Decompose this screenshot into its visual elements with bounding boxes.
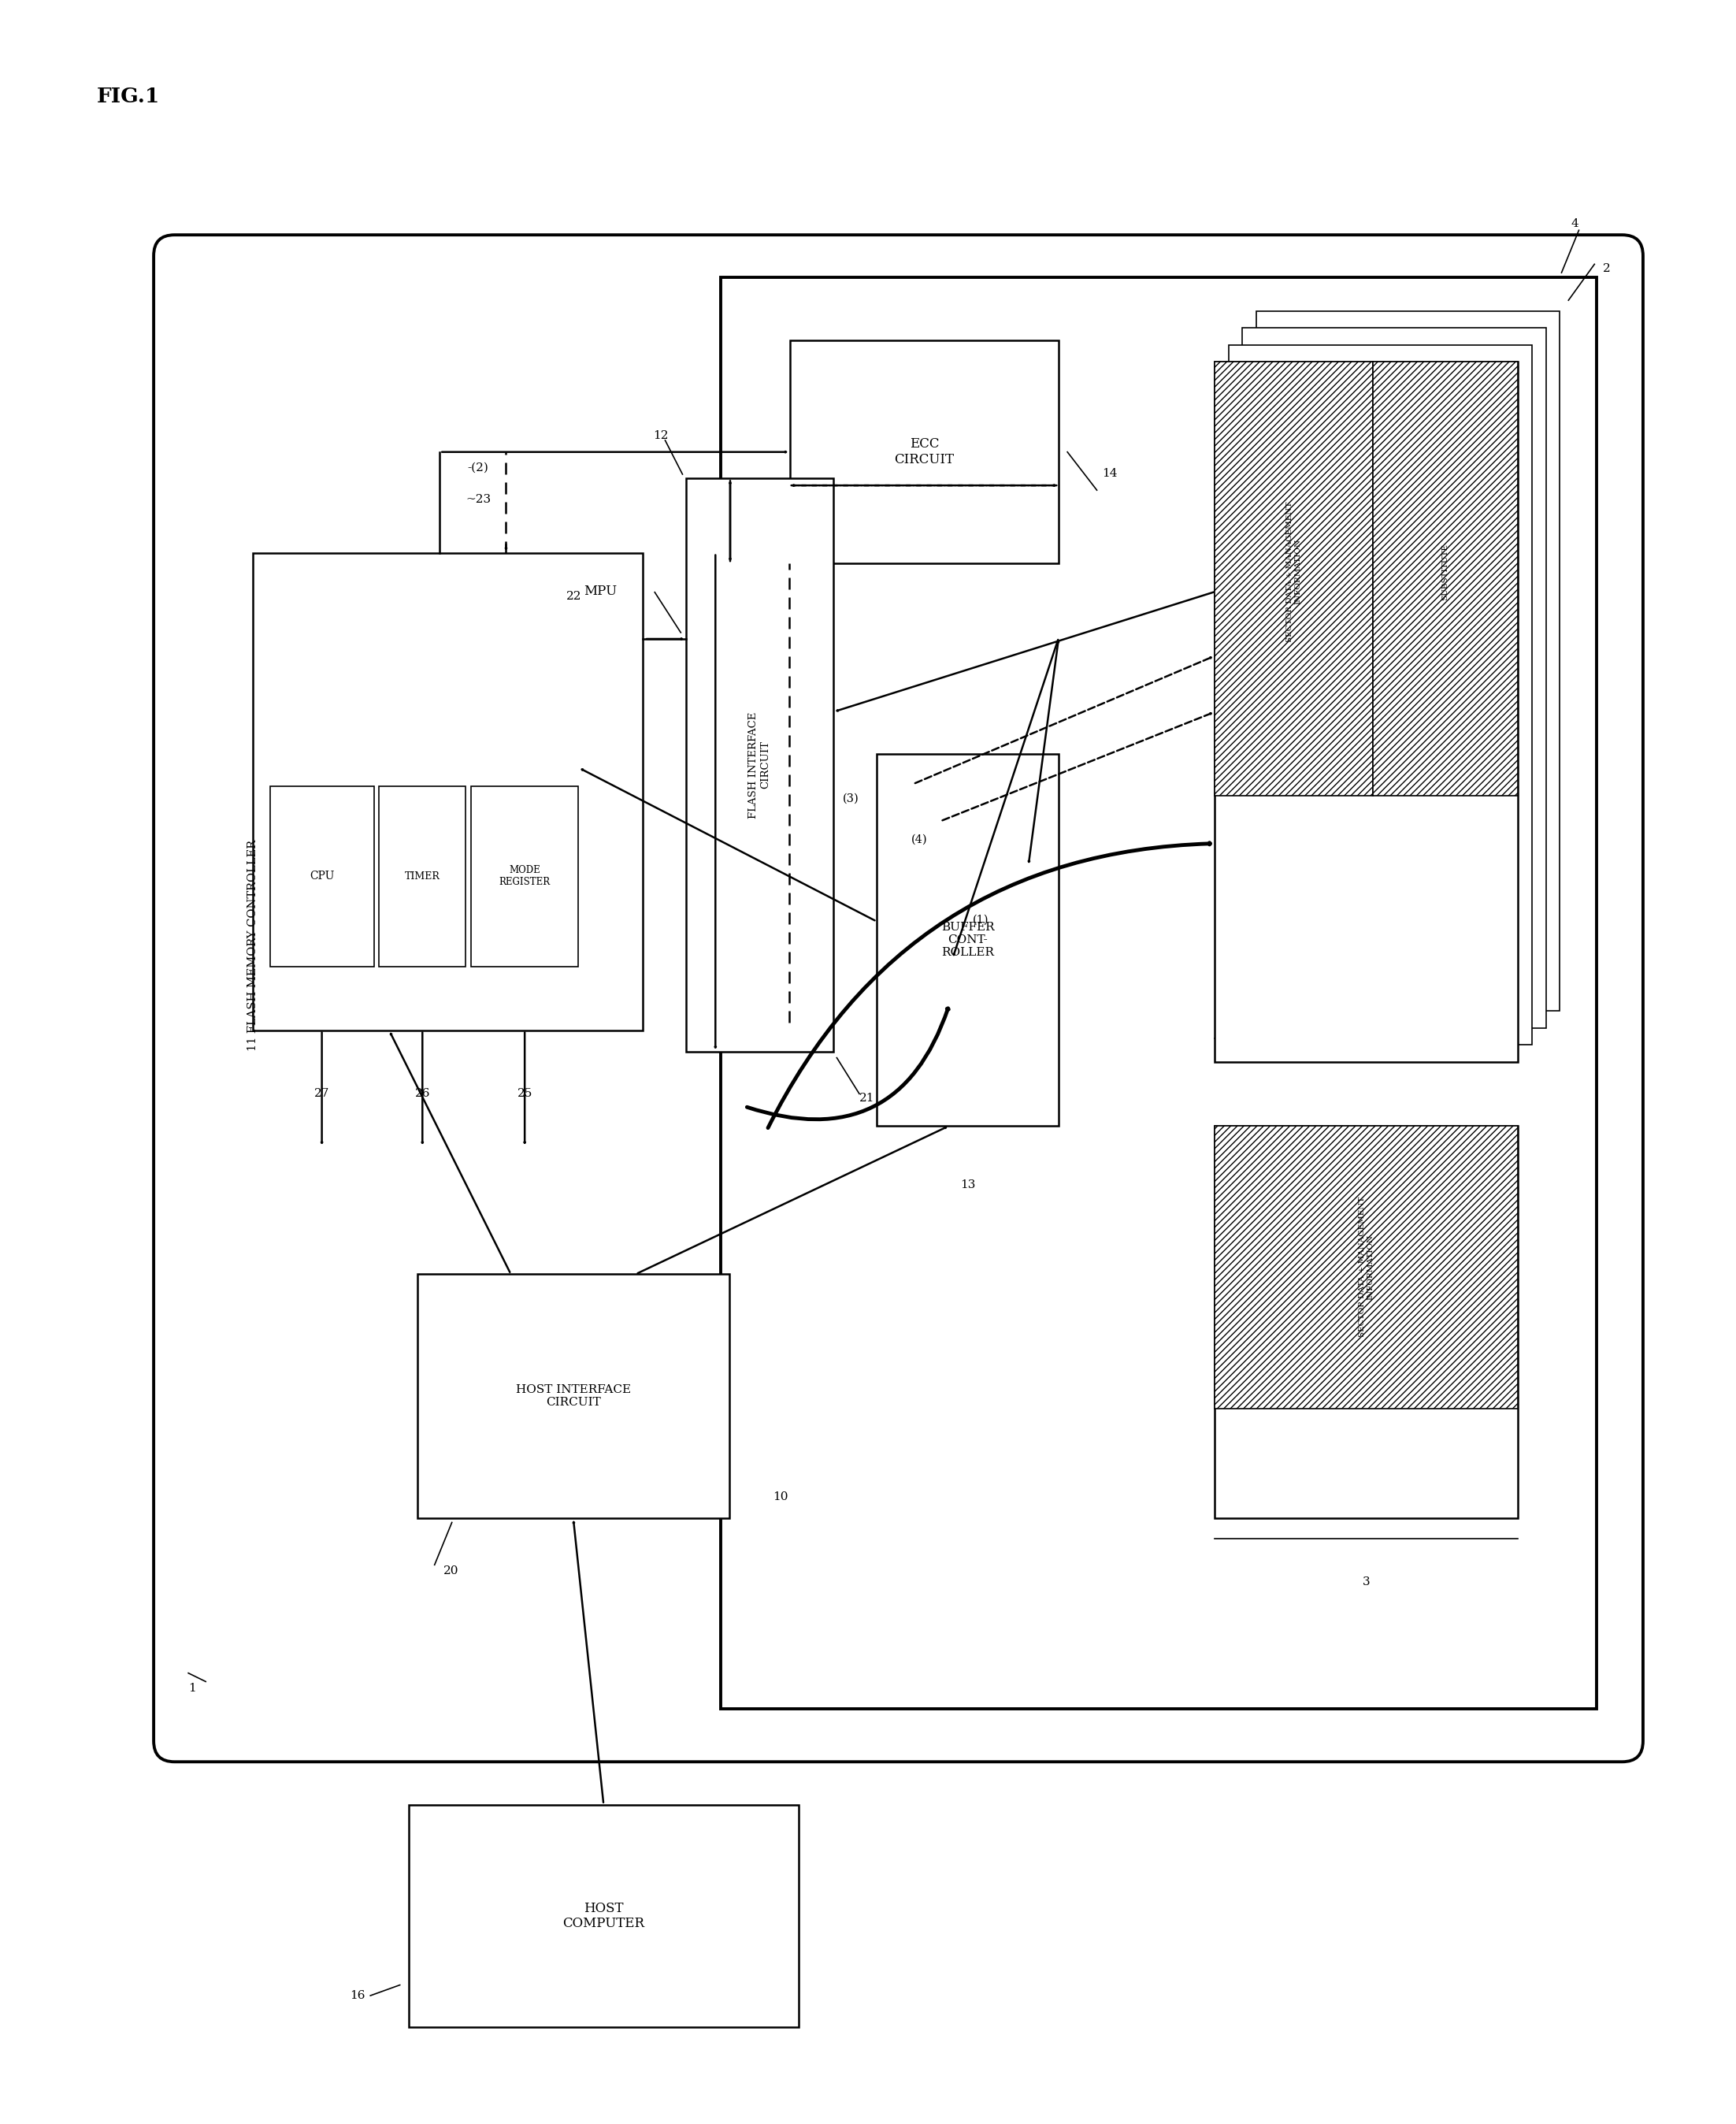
Text: 13: 13 [960, 1179, 976, 1192]
Text: FIG.1: FIG.1 [97, 87, 160, 106]
Bar [1229, 344, 1533, 1045]
Text: 11 FLASH MEMORY CONTROLLER: 11 FLASH MEMORY CONTROLLER [247, 839, 259, 1051]
Bar [470, 786, 578, 966]
Text: 1: 1 [187, 1682, 196, 1693]
Text: 16: 16 [351, 1990, 365, 2001]
Text: FLASH INTERFACE
CIRCUIT: FLASH INTERFACE CIRCUIT [748, 712, 771, 818]
Bar [1257, 310, 1559, 1011]
Bar [252, 552, 642, 1030]
Text: 21: 21 [859, 1092, 875, 1104]
Text: HOST
COMPUTER: HOST COMPUTER [562, 1901, 644, 1931]
Text: -(2): -(2) [467, 463, 490, 474]
Bar [408, 1805, 799, 2028]
Text: 3: 3 [1363, 1576, 1370, 1587]
Bar [1215, 1126, 1519, 1408]
Text: MODE
REGISTER: MODE REGISTER [498, 864, 550, 888]
Bar [720, 276, 1595, 1710]
Bar [1215, 361, 1519, 1062]
Bar [378, 786, 465, 966]
Bar [1215, 1126, 1519, 1519]
Text: (3): (3) [844, 794, 859, 805]
Text: (1): (1) [972, 913, 990, 926]
Text: 4: 4 [1571, 219, 1578, 229]
FancyBboxPatch shape [155, 236, 1642, 1761]
Text: HOST INTERFACE
CIRCUIT: HOST INTERFACE CIRCUIT [516, 1385, 630, 1408]
Text: ECC
CIRCUIT: ECC CIRCUIT [894, 438, 955, 467]
Text: TIMER: TIMER [404, 871, 441, 881]
Bar [1373, 361, 1519, 796]
Text: SUBSTITUTE: SUBSTITUTE [1443, 544, 1450, 601]
Text: 10: 10 [773, 1491, 788, 1502]
Text: MPU: MPU [583, 584, 616, 599]
Bar [417, 1274, 729, 1519]
Text: SECTOR DATA + MANAGEMENT
INFORMATION: SECTOR DATA + MANAGEMENT INFORMATION [1286, 501, 1302, 641]
Text: (4): (4) [911, 835, 927, 845]
Text: SECTOR DATA + MANAGEMENT
INFORMATION: SECTOR DATA + MANAGEMENT INFORMATION [1359, 1196, 1375, 1338]
Text: ~23: ~23 [465, 495, 491, 506]
Bar [269, 786, 373, 966]
Text: CPU: CPU [309, 871, 335, 881]
Bar [1243, 327, 1547, 1028]
Text: 20: 20 [443, 1565, 458, 1576]
Bar [790, 340, 1059, 563]
Bar [686, 478, 833, 1051]
Text: 2: 2 [1602, 263, 1611, 274]
Text: 27: 27 [314, 1087, 330, 1100]
Bar [877, 754, 1059, 1126]
Text: 26: 26 [415, 1087, 431, 1100]
Text: 22: 22 [566, 590, 582, 601]
Bar [1215, 361, 1373, 796]
Text: 25: 25 [517, 1087, 533, 1100]
Text: BUFFER
CONT-
ROLLER: BUFFER CONT- ROLLER [941, 922, 995, 958]
Text: 12: 12 [653, 431, 668, 442]
Text: 14: 14 [1102, 467, 1118, 478]
